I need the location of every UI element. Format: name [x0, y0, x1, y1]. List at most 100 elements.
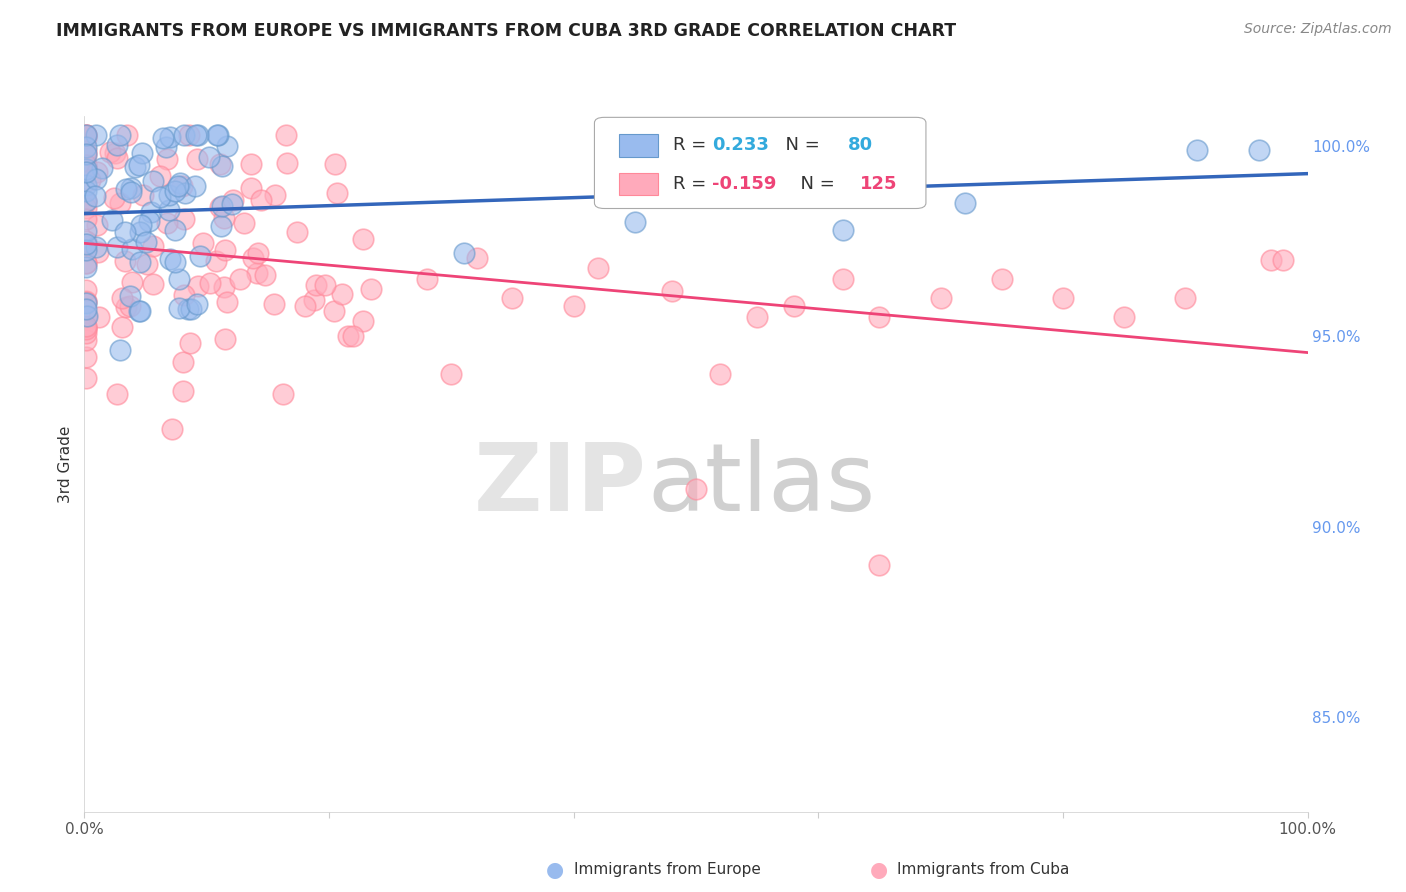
Point: [246, 246, 269, 260]
Point: [342, 329, 364, 343]
Point: [172, 355, 194, 369]
Point: [209, 219, 232, 233]
Point: [75, 301, 97, 316]
Point: [114, 225, 136, 239]
Point: [108, 196, 131, 211]
Point: [249, 194, 271, 208]
Point: [215, 139, 238, 153]
Point: [211, 159, 233, 173]
Point: [177, 301, 200, 316]
Point: [214, 243, 236, 257]
Point: [831, 272, 853, 286]
Point: [115, 301, 138, 315]
Bar: [619, 173, 658, 195]
Point: [208, 157, 231, 171]
Text: 125: 125: [860, 175, 897, 193]
Point: [120, 185, 142, 199]
Text: 80: 80: [848, 136, 873, 154]
Point: [263, 297, 285, 311]
Point: [352, 232, 374, 246]
Point: [129, 218, 152, 232]
Point: [149, 169, 172, 184]
Point: [211, 199, 233, 213]
Point: [180, 302, 202, 317]
Point: [661, 284, 683, 298]
Point: [416, 272, 439, 286]
Point: [302, 293, 325, 307]
Point: [75, 158, 97, 172]
Point: [142, 174, 165, 188]
Text: IMMIGRANTS FROM EUROPE VS IMMIGRANTS FROM CUBA 3RD GRADE CORRELATION CHART: IMMIGRANTS FROM EUROPE VS IMMIGRANTS FRO…: [56, 22, 956, 40]
Point: [229, 272, 252, 286]
Point: [165, 223, 187, 237]
Point: [624, 215, 647, 229]
Point: [75, 146, 97, 161]
Point: [188, 249, 211, 263]
Point: [86, 218, 108, 232]
Point: [75, 238, 97, 252]
Point: [75, 144, 97, 158]
Point: [142, 239, 165, 253]
Point: [831, 223, 853, 237]
Point: [75, 224, 97, 238]
Point: [75, 256, 97, 270]
Point: [75, 320, 97, 334]
Point: [159, 130, 181, 145]
Point: [75, 309, 97, 323]
Point: [115, 128, 138, 142]
Point: [142, 277, 165, 292]
Point: [173, 212, 195, 227]
Point: [75, 128, 97, 142]
Point: [156, 153, 179, 167]
Point: [75, 260, 97, 274]
Point: [305, 278, 328, 293]
Point: [114, 254, 136, 268]
Point: [783, 299, 806, 313]
Point: [186, 297, 208, 311]
Point: [75, 158, 97, 172]
Point: [75, 333, 97, 347]
Point: [75, 201, 97, 215]
Point: [562, 299, 585, 313]
Point: [276, 156, 298, 170]
Point: [103, 191, 125, 205]
Point: [110, 343, 132, 357]
Bar: [619, 135, 658, 156]
Point: [221, 197, 243, 211]
Point: [75, 139, 97, 153]
Text: Immigrants from Cuba: Immigrants from Cuba: [897, 863, 1070, 877]
Point: [111, 291, 134, 305]
Text: -0.159: -0.159: [711, 175, 776, 193]
Point: [207, 128, 229, 142]
Point: [75, 211, 97, 226]
Text: ●: ●: [870, 860, 887, 880]
Point: [208, 200, 231, 214]
Point: [264, 187, 287, 202]
Point: [157, 202, 180, 217]
Point: [173, 288, 195, 302]
Point: [167, 301, 190, 315]
Point: [233, 217, 256, 231]
Point: [709, 368, 731, 382]
Point: [84, 240, 107, 254]
Point: [75, 161, 97, 176]
Point: [87, 244, 110, 259]
Point: [141, 205, 163, 219]
Point: [75, 326, 97, 341]
Point: [177, 128, 200, 142]
Text: ●: ●: [547, 860, 564, 880]
Point: [1187, 143, 1209, 157]
Point: [163, 184, 186, 198]
Point: [326, 186, 349, 200]
Point: [75, 370, 97, 384]
Point: [179, 336, 201, 351]
Point: [1272, 253, 1295, 268]
Point: [323, 157, 346, 171]
Point: [115, 182, 138, 196]
Point: [1260, 253, 1282, 268]
Point: [111, 320, 134, 334]
Point: [76, 309, 98, 323]
Point: [159, 252, 181, 266]
Point: [239, 181, 262, 195]
Point: [128, 158, 150, 172]
